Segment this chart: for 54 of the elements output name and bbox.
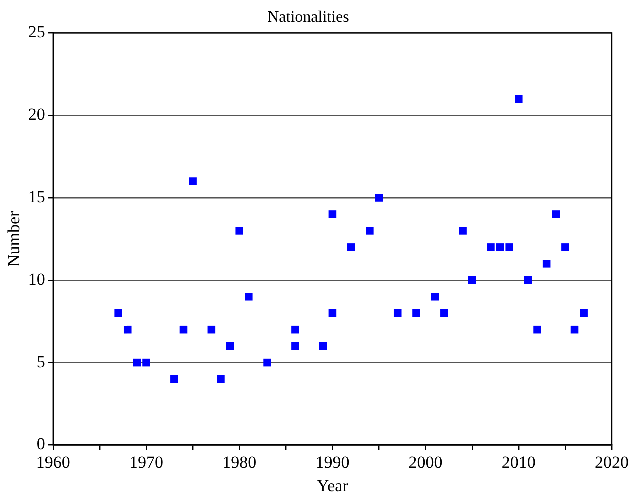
point <box>394 309 402 318</box>
y-tick-label: 25 <box>28 22 46 42</box>
chart-title: Nationalities <box>268 8 350 26</box>
point <box>496 244 504 252</box>
point <box>487 244 495 252</box>
point <box>580 309 588 318</box>
point <box>515 95 523 104</box>
point <box>412 309 420 318</box>
point <box>440 309 448 318</box>
point <box>320 342 328 350</box>
point <box>292 326 300 334</box>
point <box>542 260 551 268</box>
point <box>328 309 337 318</box>
x-tick-label: 1980 <box>222 452 257 472</box>
point <box>468 276 476 284</box>
point <box>124 326 132 334</box>
x-tick-label: 2020 <box>595 452 629 472</box>
point <box>459 227 467 235</box>
point <box>217 375 225 384</box>
x-tick-label: 2000 <box>408 452 443 472</box>
y-tick-label: 10 <box>28 270 46 289</box>
x-tick-label: 2010 <box>502 452 536 472</box>
point <box>226 342 234 350</box>
x-axis-title: Year <box>317 476 349 496</box>
point <box>524 276 532 284</box>
point <box>552 210 560 218</box>
point <box>180 326 188 334</box>
point <box>366 227 374 235</box>
point <box>142 358 150 367</box>
point <box>264 358 272 367</box>
y-tick-label: 15 <box>28 187 46 206</box>
x-tick-label: 1970 <box>130 452 164 472</box>
y-tick-label: 20 <box>28 105 46 124</box>
point <box>534 326 542 334</box>
y-axis-title: Number <box>4 211 24 268</box>
point <box>570 326 579 334</box>
y-tick-label: 5 <box>36 352 46 372</box>
point <box>347 244 356 252</box>
point <box>375 194 384 202</box>
point <box>506 244 514 252</box>
point <box>562 244 570 252</box>
point <box>170 375 178 384</box>
y-tick-label: 0 <box>36 434 46 454</box>
point <box>133 358 142 367</box>
point <box>114 309 122 318</box>
x-tick-label: 1990 <box>316 452 350 472</box>
point <box>245 292 253 301</box>
point <box>431 292 439 301</box>
point <box>189 178 197 186</box>
point <box>328 210 337 218</box>
point <box>292 342 300 350</box>
point <box>208 326 216 334</box>
point <box>236 227 244 235</box>
x-tick-label: 1960 <box>36 452 70 472</box>
